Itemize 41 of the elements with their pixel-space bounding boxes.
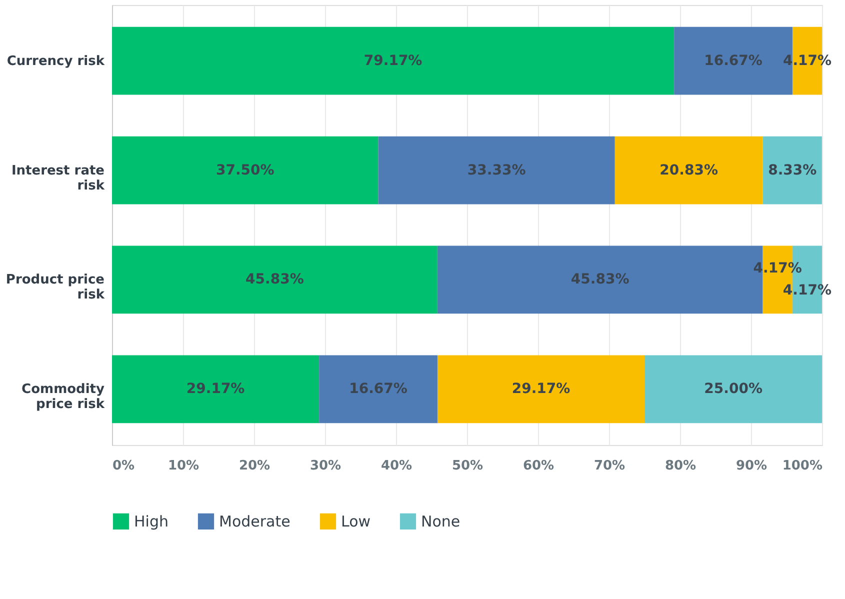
bar (112, 136, 378, 204)
y-tick-label: Currency risk (6, 54, 105, 69)
data-label: 45.83% (570, 272, 630, 288)
y-tick-label: Interest rate risk (11, 163, 105, 194)
x-tick-label: 70% (594, 458, 626, 474)
legend-label: High (134, 512, 168, 530)
x-tick-label: 0% (112, 458, 135, 474)
legend-label: None (421, 512, 460, 530)
bar (112, 26, 674, 95)
x-tick-label: 20% (238, 458, 270, 474)
bar (112, 355, 320, 424)
bar (112, 246, 438, 314)
data-label: 37.50% (216, 162, 274, 178)
data-label: 29.17% (512, 381, 570, 398)
bar (762, 136, 822, 204)
bar (437, 355, 645, 424)
x-tick-label: 100% (782, 458, 822, 474)
bar (644, 355, 822, 424)
data-label: 20.83% (660, 162, 718, 178)
data-label: 25.00% (704, 381, 762, 398)
legend-label: Moderate (219, 512, 290, 530)
bar (614, 136, 763, 204)
x-tick-label: 80% (664, 458, 696, 474)
data-label: 29.17% (186, 381, 245, 398)
y-tick-label: Product price risk (6, 272, 105, 303)
x-tick-label: 50% (452, 458, 484, 474)
bar (319, 355, 438, 424)
x-tick-label: 90% (736, 458, 768, 474)
data-label: 16.67% (349, 381, 408, 398)
data-label: 33.33% (467, 162, 526, 178)
x-tick-label: 40% (380, 458, 412, 474)
y-tick-label: Commodity price risk (22, 382, 106, 412)
data-label: 16.67% (704, 52, 762, 69)
legend-label: Low (341, 512, 371, 530)
data-label: 45.83% (246, 272, 304, 288)
x-tick-label: 30% (310, 458, 342, 474)
x-tick-label: 10% (168, 458, 200, 474)
x-tick-label: 60% (522, 458, 554, 474)
bar (378, 136, 615, 204)
data-label: 79.17% (364, 52, 422, 69)
data-label: 8.33% (768, 162, 817, 178)
